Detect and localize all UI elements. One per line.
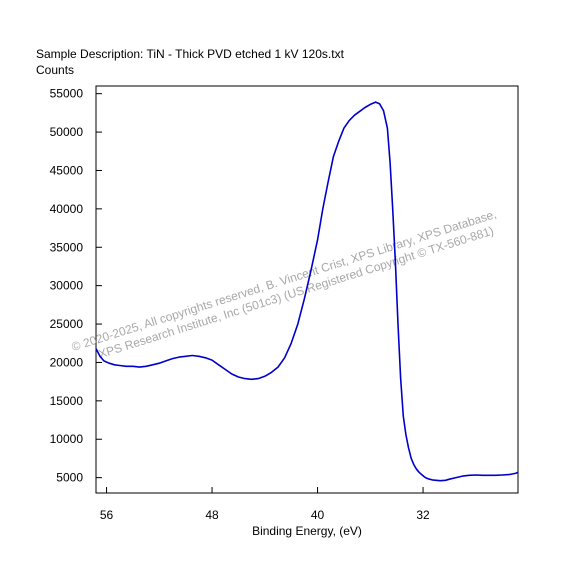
- x-tick-label: 32: [416, 508, 430, 522]
- y-tick-label: 5000: [56, 471, 83, 485]
- y-tick-label: 25000: [50, 317, 84, 331]
- spectrum-line: [95, 101, 519, 482]
- y-tick-label: 40000: [50, 202, 84, 216]
- y-tick-label: 50000: [50, 125, 84, 139]
- y-tick-label: 35000: [50, 240, 84, 254]
- chart-title: Sample Description: TiN - Thick PVD etch…: [36, 47, 344, 61]
- plot-frame: [95, 85, 519, 494]
- watermark-line-2: XPS Research Institute, Inc (501c3) (US …: [97, 224, 496, 362]
- y-axis-label: Counts: [36, 63, 75, 77]
- y-tick-label: 10000: [50, 432, 84, 446]
- y-tick-label: 20000: [50, 355, 84, 369]
- watermark-line-1: © 2020-2025, All copyrights reserved, B.…: [70, 207, 498, 354]
- x-tick-label: 40: [311, 508, 325, 522]
- y-tick-label: 45000: [50, 163, 84, 177]
- y-tick-label: 55000: [50, 87, 84, 101]
- x-axis-ticks: 56 48 40 32: [100, 487, 430, 522]
- x-tick-label: 56: [100, 508, 114, 522]
- y-axis-ticks: 5000 10000 15000 20000 25000 30000 35000 40000 4…: [50, 87, 102, 485]
- y-tick-label: 30000: [50, 279, 84, 293]
- watermark: © 2020-2025, All copyrights reserved, B.…: [70, 207, 498, 362]
- chart-title-block: Sample Description: TiN - Thick PVD etch…: [36, 46, 344, 78]
- x-tick-label: 48: [205, 508, 219, 522]
- y-tick-label: 15000: [50, 394, 84, 408]
- x-axis-label: Binding Energy, (eV): [252, 524, 362, 538]
